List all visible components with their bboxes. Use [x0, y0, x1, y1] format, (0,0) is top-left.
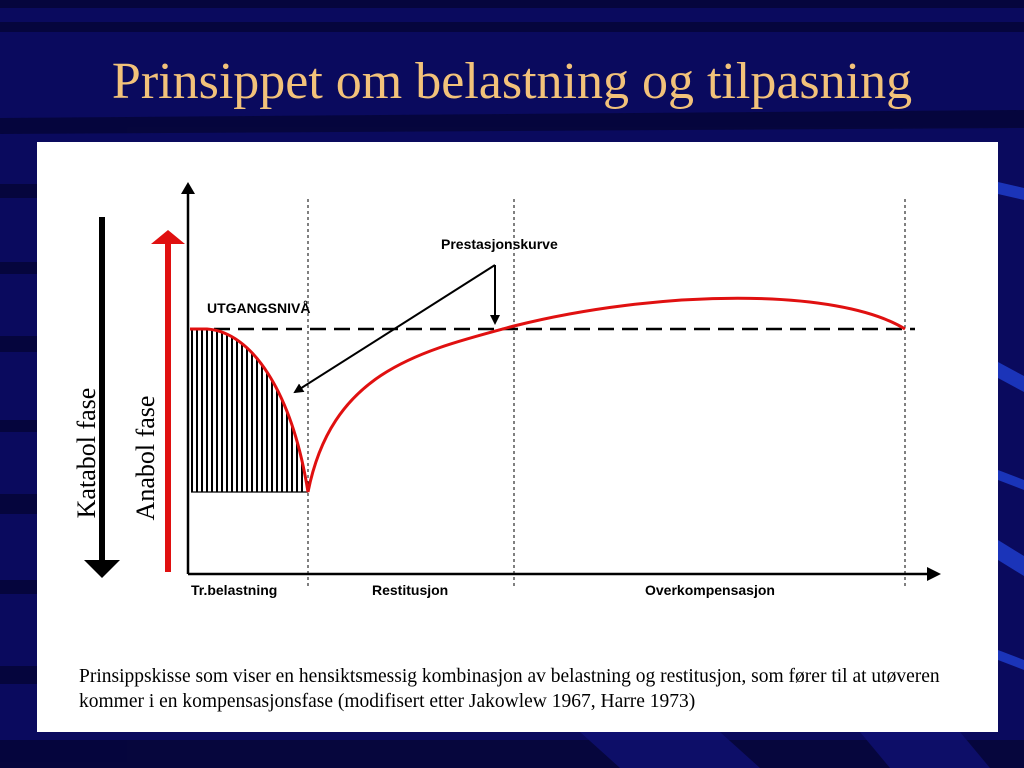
phase-label-restitusjon: Restitusjon — [372, 582, 448, 598]
katabol-arrow — [84, 217, 120, 578]
anabol-arrow — [151, 230, 185, 572]
performance-curve — [190, 296, 906, 493]
prestasjonskurve-label: Prestasjonskurve — [441, 236, 558, 252]
katabol-fase-label: Katabol fase — [72, 387, 101, 519]
figure-caption: Prinsippskisse som viser en hensiktsmess… — [79, 666, 940, 712]
axes — [186, 194, 930, 576]
hatched-load-area — [191, 329, 303, 492]
utgangsniva-label: UTGANGSNIVÅ — [207, 300, 310, 316]
anabol-fase-label: Anabol fase — [131, 395, 160, 521]
diagram-panel: Prestasjonskurve UTGANGSNIVÅ Tr.belastni… — [37, 142, 998, 732]
y-axis-arrowhead — [181, 182, 195, 194]
slide-title: Prinsippet om belastning og tilpasning — [111, 53, 913, 110]
phase-separators — [307, 199, 906, 589]
prestasjonskurve-pointers — [293, 264, 500, 394]
phase-label-belastning: Tr.belastning — [191, 582, 277, 598]
load-adaptation-diagram: Prestasjonskurve UTGANGSNIVÅ Tr.belastni… — [84, 182, 941, 598]
phase-label-overkompensasjon: Overkompensasjon — [645, 582, 775, 598]
x-axis-arrowhead — [927, 567, 941, 581]
